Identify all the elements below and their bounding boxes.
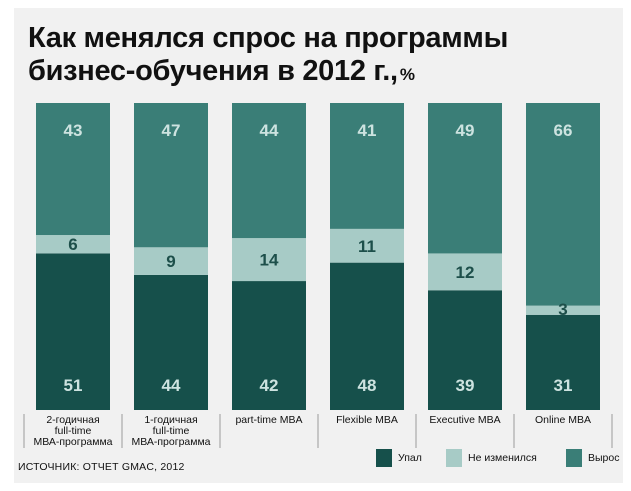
bar-segment-fell-3: [232, 281, 306, 410]
value-label-grew-5: 49: [456, 121, 475, 140]
legend-item-grew: Вырос: [566, 447, 619, 469]
category-label-6: Online MBA: [535, 414, 591, 426]
legend-swatch-grew: [566, 449, 582, 467]
category-label-3: part-time MBA: [235, 414, 302, 426]
chart-title-line-1: Как менялся спрос на программы: [28, 22, 509, 54]
value-label-unchanged-6: 3: [558, 300, 567, 319]
bars-group: [36, 103, 600, 410]
bar-segment-fell-1: [36, 253, 110, 410]
bar-segment-unchanged-3: [232, 238, 306, 282]
legend-label-grew: Вырос: [588, 452, 620, 464]
value-label-unchanged-1: 6: [68, 235, 77, 254]
value-label-fell-3: 42: [260, 376, 279, 395]
value-label-fell-5: 39: [456, 376, 475, 395]
chart-background: [14, 8, 623, 483]
category-labels-group: 2-годичная full-time МВА-программа 1-годичн…: [23, 414, 613, 448]
bar-segment-grew-5: [428, 103, 502, 254]
legend-item-fell: Упал: [376, 447, 422, 469]
value-label-grew-2: 47: [162, 121, 181, 140]
bar-segment-grew-3: [232, 103, 306, 239]
legend-item-unchanged: Не изменился: [446, 447, 537, 469]
category-label-5: Executive MBA: [429, 414, 500, 426]
category-label-2: 1-годичная full-time МВА-программа: [131, 414, 210, 448]
bar-segment-grew-6: [526, 103, 600, 306]
category-label-1: 2-годичная full-time МВА-программа: [33, 414, 112, 448]
bar-segment-unchanged-6: [526, 305, 600, 315]
category-label-4: Flexible MBA: [336, 414, 398, 426]
value-label-fell-1: 51: [64, 376, 83, 395]
legend-swatch-fell: [376, 449, 392, 467]
chart-title-line-2: бизнес-обучения в 2012 г.,%: [28, 55, 415, 88]
bar-segment-fell-5: [428, 290, 502, 410]
legend-swatch-unchanged: [446, 449, 462, 467]
chart-title-line-2-text: бизнес-обучения в 2012 г.,: [28, 55, 398, 87]
legend-label-fell: Упал: [398, 452, 422, 464]
bar-segment-unchanged-5: [428, 253, 502, 291]
value-label-grew-1: 43: [64, 121, 83, 140]
value-label-fell-4: 48: [358, 376, 377, 395]
bar-segment-fell-2: [134, 274, 208, 410]
value-label-unchanged-5: 12: [456, 263, 475, 282]
bar-segment-grew-2: [134, 103, 208, 248]
bar-segment-fell-6: [526, 314, 600, 410]
unit-label: %: [399, 65, 415, 84]
bar-segment-unchanged-2: [134, 247, 208, 275]
bar-segment-grew-1: [36, 103, 110, 236]
value-label-grew-3: 44: [260, 121, 279, 140]
value-labels-group: 51 6 43 44 9 47 42 14 44 48 11 41 39 12 49 31 3 66: [64, 121, 573, 395]
source-note: ИСТОЧНИК: ОТЧЕТ GMAC, 2012: [18, 461, 185, 473]
legend-label-unchanged: Не изменился: [468, 452, 537, 464]
value-label-unchanged-4: 11: [358, 237, 376, 256]
bar-segment-unchanged-4: [330, 228, 404, 263]
value-label-grew-4: 41: [358, 121, 377, 140]
value-label-grew-6: 66: [554, 121, 573, 140]
value-label-unchanged-3: 14: [260, 251, 279, 270]
bar-segment-unchanged-1: [36, 235, 110, 254]
value-label-unchanged-2: 9: [166, 252, 175, 271]
value-label-fell-6: 31: [554, 376, 573, 395]
bar-segment-grew-4: [330, 103, 404, 229]
value-label-fell-2: 44: [162, 376, 181, 395]
bar-segment-fell-4: [330, 262, 404, 410]
